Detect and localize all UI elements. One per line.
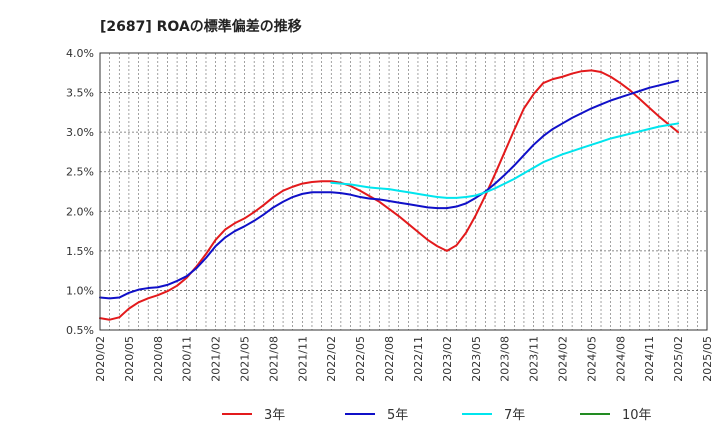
x-tick-label: 2020/05 bbox=[123, 336, 136, 382]
series-line-5年 bbox=[99, 79, 680, 300]
y-tick-label: 2.5% bbox=[66, 166, 94, 179]
x-tick-label: 2022/11 bbox=[412, 336, 425, 382]
plot-frame bbox=[99, 52, 708, 331]
y-tick-label: 0.5% bbox=[66, 324, 94, 337]
legend: 3年 5年 7年 10年 bbox=[222, 408, 652, 423]
y-tick-label: 4.0% bbox=[66, 47, 94, 60]
x-tick-label: 2025/02 bbox=[672, 336, 685, 382]
x-tick-label: 2021/11 bbox=[296, 336, 309, 382]
x-tick-label: 2021/05 bbox=[239, 336, 252, 382]
x-tick-label: 2023/11 bbox=[528, 336, 541, 382]
y-tick-label: 2.0% bbox=[66, 205, 94, 218]
x-tick-label: 2021/08 bbox=[267, 336, 280, 382]
x-tick-label: 2022/02 bbox=[325, 336, 338, 382]
legend-label: 5年 bbox=[387, 408, 408, 423]
y-tick-label: 3.0% bbox=[66, 126, 94, 139]
x-tick-label: 2023/05 bbox=[470, 336, 483, 382]
legend-label: 7年 bbox=[504, 408, 525, 423]
series-line-3年 bbox=[99, 69, 680, 321]
y-axis: 0.5% 1.0% 1.5% 2.0% 2.5% 3.0% 3.5% 4.0% bbox=[66, 47, 94, 337]
series-lines bbox=[99, 69, 680, 321]
x-tick-label: 2020/08 bbox=[152, 336, 165, 382]
y-tick-label: 1.0% bbox=[66, 284, 94, 297]
x-tick-label: 2021/02 bbox=[210, 336, 223, 382]
chart-title: [2687] ROAの標準偏差の推移 bbox=[100, 18, 302, 35]
x-tick-label: 2020/02 bbox=[94, 336, 107, 382]
legend-label: 10年 bbox=[622, 408, 652, 423]
x-axis: 2020/02 2020/05 2020/08 2020/11 2021/02 2021/… bbox=[94, 336, 714, 382]
x-tick-label: 2025/05 bbox=[701, 336, 714, 382]
x-tick-label: 2024/11 bbox=[643, 336, 656, 382]
x-tick-label: 2024/05 bbox=[585, 336, 598, 382]
series-line-7年 bbox=[330, 122, 680, 199]
x-tick-label: 2020/11 bbox=[181, 336, 194, 382]
x-tick-label: 2024/02 bbox=[556, 336, 569, 382]
x-tick-label: 2024/08 bbox=[614, 336, 627, 382]
x-tick-label: 2022/08 bbox=[383, 336, 396, 382]
y-tick-label: 1.5% bbox=[66, 245, 94, 258]
x-tick-label: 2022/05 bbox=[354, 336, 367, 382]
x-tick-label: 2023/02 bbox=[441, 336, 454, 382]
x-tick-label: 2023/08 bbox=[499, 336, 512, 382]
y-tick-label: 3.5% bbox=[66, 87, 94, 100]
legend-label: 3年 bbox=[264, 408, 285, 423]
